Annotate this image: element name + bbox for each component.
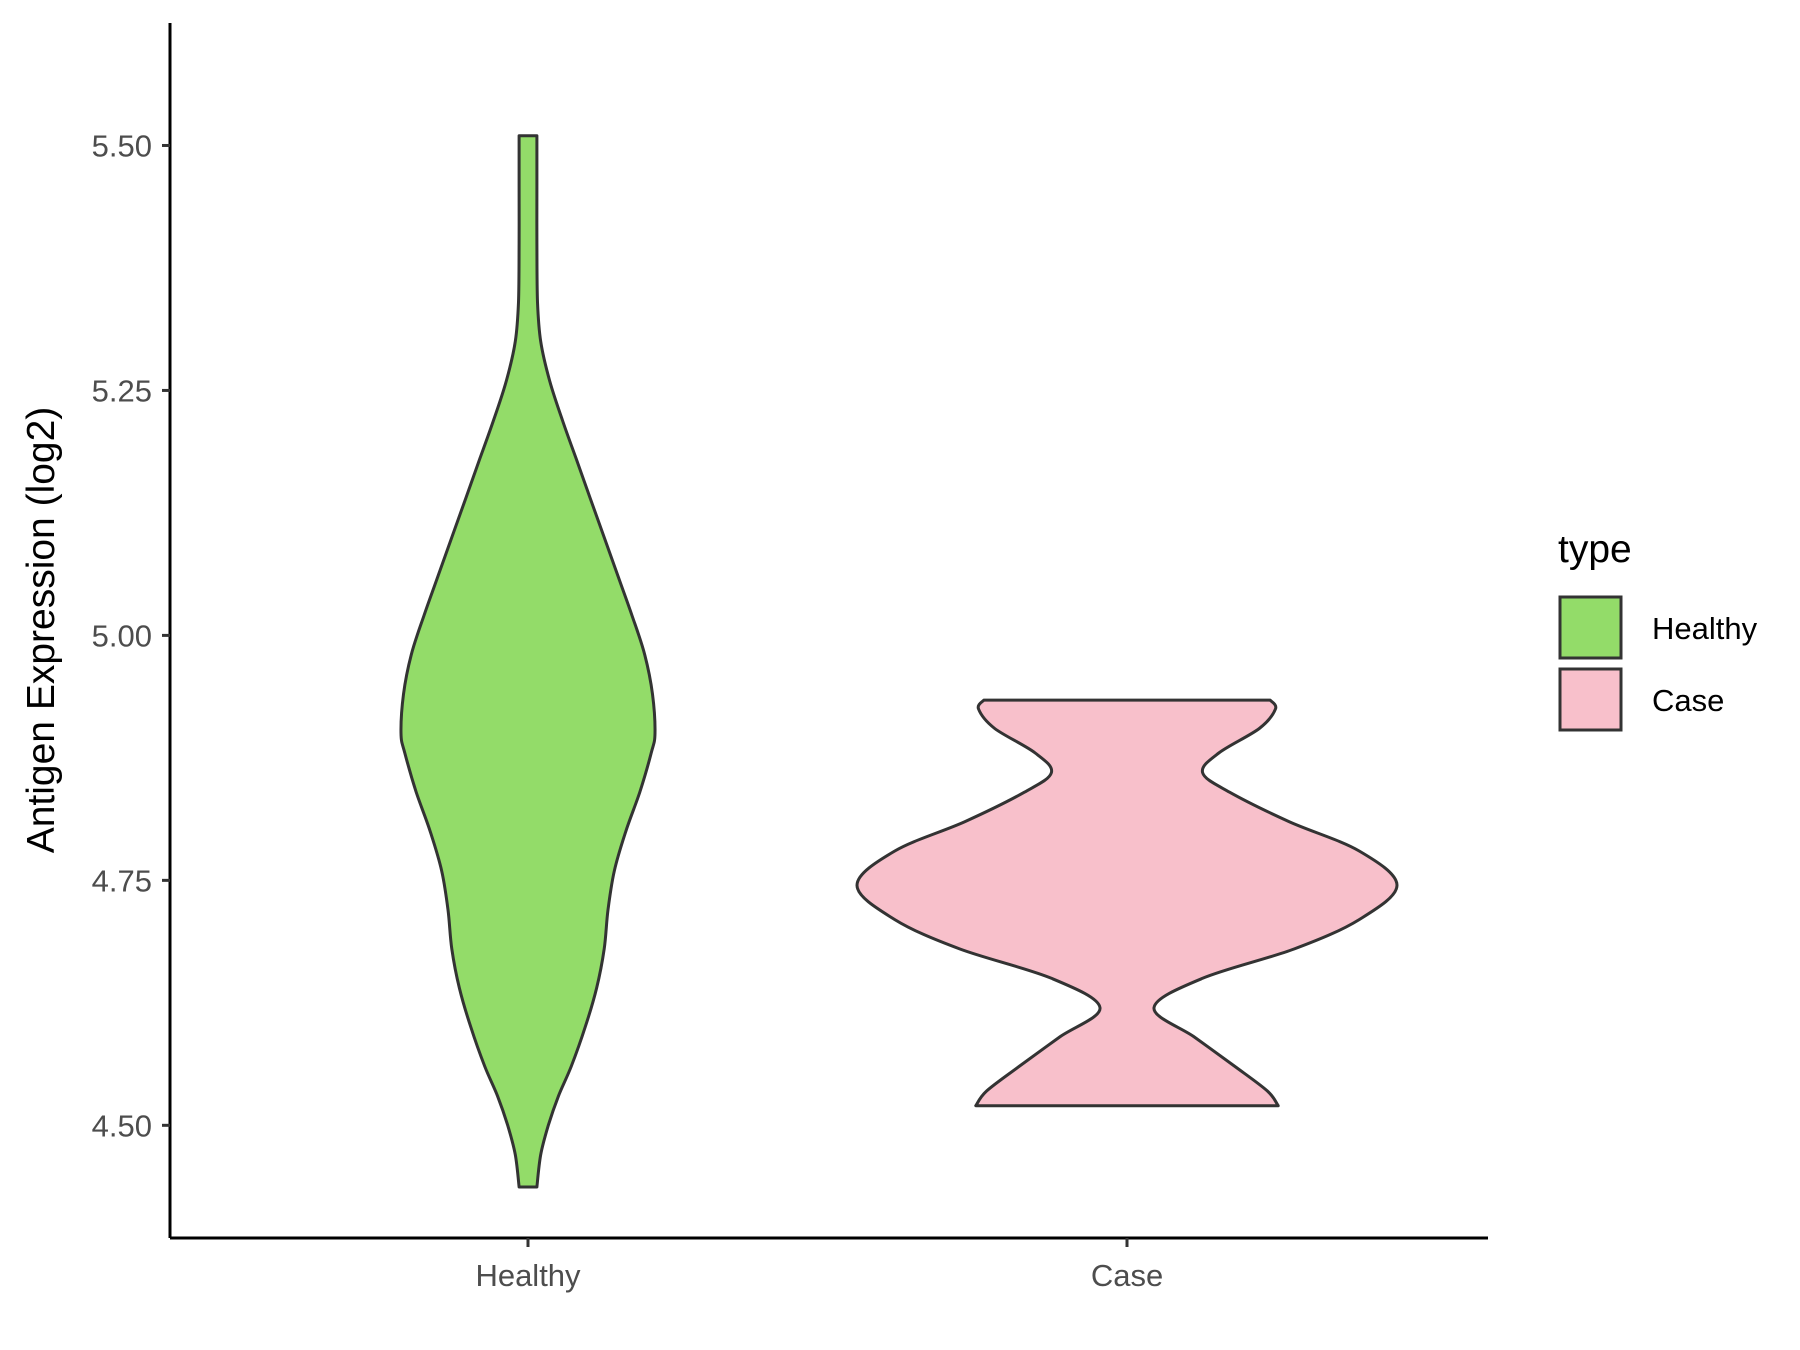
legend-label-healthy: Healthy xyxy=(1652,611,1758,646)
legend-swatch-case xyxy=(1558,667,1623,732)
legend-title: type xyxy=(1558,528,1632,571)
y-tick-label: 5.50 xyxy=(92,128,152,163)
violin-layer xyxy=(399,134,1399,1189)
violin-case xyxy=(855,698,1399,1108)
legend-label-case: Case xyxy=(1652,683,1724,718)
y-tick-label: 4.75 xyxy=(92,863,152,898)
y-tick-label: 5.25 xyxy=(92,373,152,408)
legend-swatch-healthy xyxy=(1558,595,1623,660)
legend: type Healthy Case xyxy=(1557,528,1758,733)
x-tick-label: Case xyxy=(1091,1258,1163,1293)
violin-healthy xyxy=(399,134,657,1189)
y-tick-label: 5.00 xyxy=(92,618,152,653)
y-ticks: 4.50 4.75 5.00 5.25 5.50 xyxy=(92,128,170,1143)
axes xyxy=(168,23,1488,1240)
y-axis-title: Antigen Expression (log2) xyxy=(20,407,63,854)
x-ticks: Healthy Case xyxy=(475,1238,1163,1293)
y-tick-label: 4.50 xyxy=(92,1108,152,1143)
x-tick-label: Healthy xyxy=(475,1258,581,1293)
